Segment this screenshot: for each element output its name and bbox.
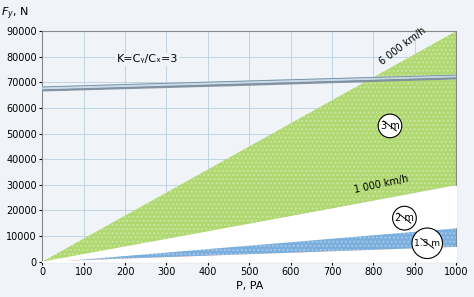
- Text: 2 m: 2 m: [395, 213, 414, 223]
- Polygon shape: [0, 67, 474, 102]
- Text: 1 000 km/h: 1 000 km/h: [354, 174, 410, 195]
- Text: 3 m: 3 m: [381, 121, 399, 131]
- Polygon shape: [0, 67, 474, 102]
- X-axis label: P, PA: P, PA: [236, 282, 263, 291]
- Text: 6 000 km/h: 6 000 km/h: [377, 26, 428, 67]
- Text: 1.3 m: 1.3 m: [414, 239, 440, 248]
- Text: $F_y$, N: $F_y$, N: [1, 5, 28, 22]
- Text: K=Cᵧ/Cₓ=3: K=Cᵧ/Cₓ=3: [117, 54, 178, 64]
